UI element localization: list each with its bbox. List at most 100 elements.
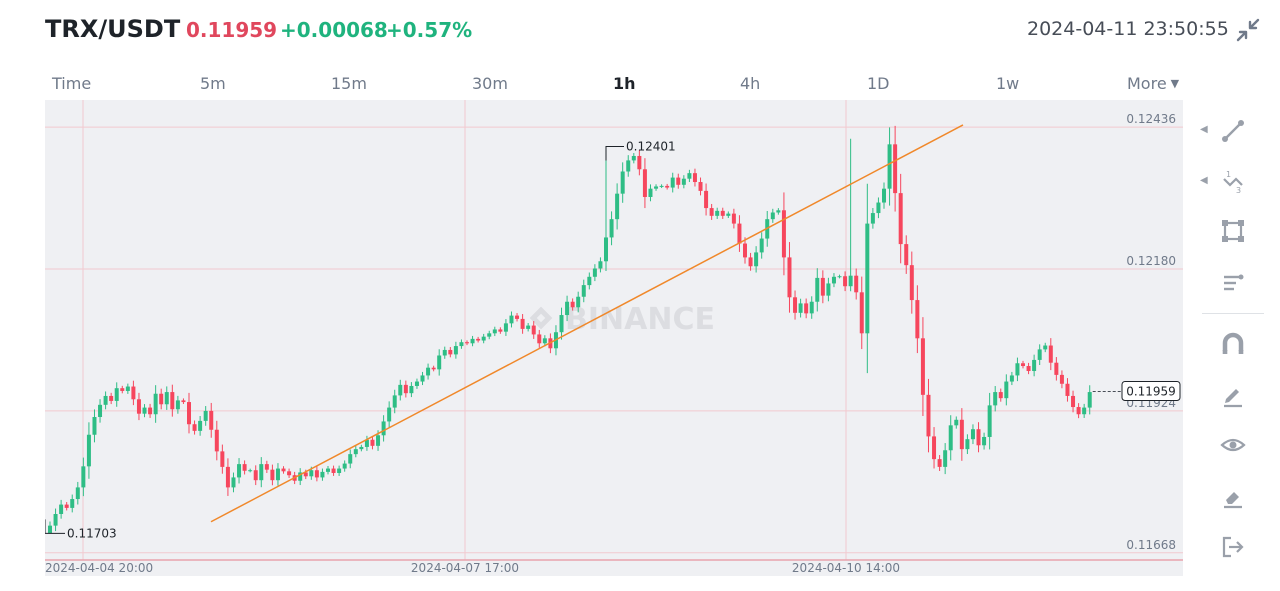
pencil-icon[interactable] [1216, 378, 1250, 412]
candle [342, 460, 347, 472]
candle [326, 466, 330, 475]
price-axis-label: 0.11668 [1126, 538, 1176, 552]
candle [882, 182, 886, 209]
candle-body [48, 525, 52, 534]
candle-body [920, 338, 925, 395]
candle-body [576, 296, 581, 308]
tab-1h[interactable]: 1h [613, 74, 636, 93]
candle [654, 184, 659, 191]
candle-body [387, 407, 392, 422]
exit-icon[interactable] [1216, 530, 1250, 564]
candle-body [592, 268, 597, 277]
indicator-lines-icon[interactable] [1216, 265, 1250, 299]
tab-15m[interactable]: 15m [331, 74, 367, 93]
candle-body [787, 257, 792, 298]
candle [515, 313, 520, 322]
price-chart[interactable]: BINANCE 0.12401 0.11703 0.12436 0.12180 … [45, 100, 1183, 576]
tab-1d[interactable]: 1D [867, 74, 890, 93]
candle-body [214, 429, 219, 452]
candle-body [598, 261, 603, 269]
tab-5m[interactable]: 5m [200, 74, 226, 93]
candle-body [1087, 392, 1092, 408]
candle-body [704, 190, 709, 209]
candle-body [364, 439, 369, 447]
candle-body [53, 514, 58, 526]
current-price-label: 0.11959 [1126, 385, 1176, 399]
candle [676, 173, 681, 189]
rectangle-icon[interactable] [1216, 214, 1250, 248]
candle [1065, 378, 1070, 402]
tab-1w[interactable]: 1w [996, 74, 1020, 93]
candle [604, 146, 608, 272]
candle [598, 257, 603, 273]
svg-text:1: 1 [1226, 170, 1231, 179]
price-change: +0.00068 [280, 18, 388, 42]
candle-body [164, 392, 169, 405]
toolbar-divider [1202, 313, 1264, 314]
candle-body [520, 318, 525, 329]
candle-body [148, 407, 153, 415]
eye-icon[interactable] [1216, 428, 1250, 462]
candlestick-chart[interactable]: BINANCE 0.12401 0.11703 0.12436 0.12180 … [45, 100, 1183, 576]
candle-body [281, 468, 286, 472]
candle [631, 153, 636, 164]
candle [943, 443, 948, 475]
candle-body [648, 188, 653, 197]
candle-body [1021, 363, 1025, 367]
candle-body [837, 276, 842, 278]
candle [848, 138, 853, 292]
candle-body [870, 213, 875, 224]
tab-4h[interactable]: 4h [740, 74, 761, 93]
candle [626, 155, 631, 177]
candle [459, 339, 464, 349]
candle [692, 168, 697, 187]
pair-name[interactable]: TRX/USDT [45, 15, 181, 43]
candle [904, 235, 909, 274]
candle-body [954, 419, 959, 426]
candle-body [187, 402, 191, 425]
candle-body [731, 213, 736, 224]
candle-body [70, 499, 75, 508]
candle [770, 208, 775, 223]
trend-line[interactable] [210, 124, 964, 523]
candle-body [793, 297, 798, 313]
eraser-icon[interactable] [1216, 479, 1250, 513]
candle-body [420, 375, 425, 382]
candle [86, 422, 91, 479]
candle [620, 162, 625, 203]
expand-arrow-icon[interactable]: ◀ [1200, 175, 1208, 186]
candle [231, 472, 236, 493]
candles [48, 125, 1092, 534]
candle [353, 446, 358, 458]
candle [70, 494, 75, 513]
candle [993, 386, 998, 412]
collapse-icon[interactable] [1234, 16, 1262, 44]
candle [709, 203, 714, 220]
tab-30m[interactable]: 30m [472, 74, 508, 93]
candle [170, 384, 175, 417]
candle-body [993, 392, 998, 406]
tab-more[interactable]: More ▼ [1127, 74, 1179, 93]
candle-body [476, 338, 481, 341]
candle [431, 365, 436, 372]
candle [859, 276, 864, 350]
candle-body [559, 315, 564, 333]
tab-time[interactable]: Time [52, 74, 92, 93]
candle [131, 380, 136, 406]
candle [487, 330, 492, 340]
candle [198, 416, 203, 436]
candle [1048, 338, 1053, 371]
caret-down-icon: ▼ [1170, 77, 1180, 90]
candle-body [287, 471, 292, 476]
candle [565, 295, 570, 322]
trend-line-icon[interactable] [1216, 114, 1250, 148]
candle [670, 172, 675, 193]
candle [531, 321, 536, 339]
magnet-icon[interactable] [1216, 327, 1250, 361]
candle [53, 508, 58, 532]
candle-body [1054, 362, 1059, 375]
expand-arrow-icon[interactable]: ◀ [1200, 124, 1208, 135]
candle-body [92, 417, 97, 435]
